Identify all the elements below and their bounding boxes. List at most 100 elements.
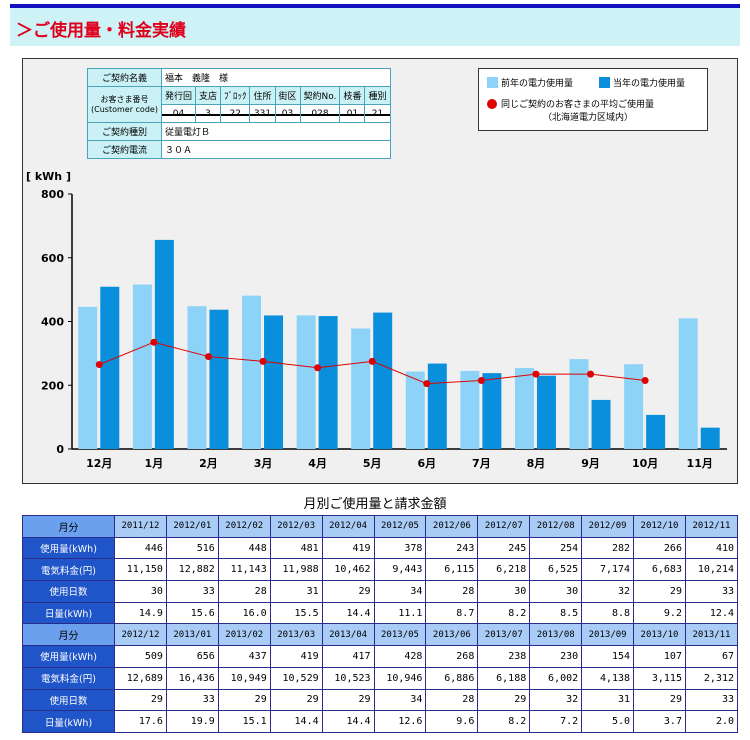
bar-prev-year	[514, 368, 534, 449]
cell-curr-charge: 6,188	[477, 666, 531, 690]
cell-prev-daily: 14.4	[321, 601, 375, 625]
cell-prev-charge: 12,882	[165, 558, 219, 582]
redaction-line	[275, 114, 300, 116]
code-text: 028	[311, 109, 328, 119]
x-tick-label: 8月	[527, 457, 546, 470]
customer-col-0: 発行回	[160, 86, 196, 105]
cell-curr-month: 2013/05	[373, 623, 427, 647]
cell-prev-daily: 14.9	[114, 601, 167, 625]
customer-code-4: 03	[274, 104, 301, 123]
cell-prev-charge: 7,174	[581, 558, 635, 582]
cell-curr-days: 33	[165, 688, 219, 712]
average-usage-point	[532, 370, 540, 378]
cell-prev-month: 2012/06	[425, 515, 479, 538]
redaction-line	[365, 114, 390, 116]
cell-prev-usage: 254	[529, 536, 583, 560]
cell-prev-usage: 448	[217, 536, 271, 560]
cell-prev-daily: 8.8	[581, 601, 635, 625]
bar-prev-year	[405, 371, 425, 449]
cell-prev-month: 2012/09	[581, 515, 635, 538]
legend-curr-label: 当年の電力使用量	[613, 79, 686, 89]
legend-curr-swatch	[599, 77, 610, 88]
row-header-days: 使用日数	[22, 688, 115, 712]
legend-prev: 前年の電力使用量	[487, 76, 573, 89]
cell-prev-charge: 6,525	[529, 558, 583, 582]
row-header-daily: 日量(kWh)	[22, 601, 115, 625]
page-header: ＞ご使用量・料金実績	[10, 4, 740, 46]
cell-prev-days: 32	[581, 580, 635, 603]
cell-prev-daily: 8.7	[425, 601, 479, 625]
average-usage-point	[259, 357, 267, 365]
bar-prev-year	[187, 306, 207, 449]
contract-type-row: ご契約種別 従量電灯Ｂ	[87, 122, 391, 141]
cell-prev-charge: 6,683	[633, 558, 686, 582]
table-row-prev-daily: 日量(kWh) 14.9 15.6 16.0 15.5 14.4 11.1 8.7 8.2 8.5…	[22, 601, 739, 625]
code-text: 3	[205, 109, 211, 119]
customer-col-7: 種別	[364, 86, 391, 105]
average-usage-point	[204, 353, 212, 361]
bar-this-year	[100, 286, 120, 449]
table-row-prev-days: 使用日数 30 33 28 31 29 34 28 30 30 32 29 33	[22, 580, 739, 603]
cell-prev-month: 2012/07	[477, 515, 531, 538]
row-header-usage: 使用量(kWh)	[22, 645, 115, 668]
cell-curr-month: 2013/11	[684, 623, 739, 647]
cell-curr-month: 2013/03	[269, 623, 323, 647]
bar-prev-year	[569, 359, 589, 449]
cell-curr-usage: 67	[684, 645, 739, 668]
cell-curr-usage: 154	[581, 645, 635, 668]
cell-prev-days: 30	[477, 580, 531, 603]
y-tick-label: 600	[41, 252, 64, 265]
cell-prev-usage: 419	[321, 536, 375, 560]
cell-prev-usage: 410	[684, 536, 739, 560]
row-header-month: 月分	[22, 515, 115, 538]
cell-curr-daily: 14.4	[321, 710, 375, 733]
cell-curr-daily: 12.6	[373, 710, 427, 733]
bar-this-year	[646, 414, 666, 449]
bar-prev-year	[78, 306, 98, 449]
cell-curr-usage: 509	[114, 645, 167, 668]
cell-prev-month: 2012/10	[633, 515, 686, 538]
customer-header-row: お客さま番号 (Customer code) 発行回 支店 ﾌﾞﾛｯｸ 住所 街…	[87, 86, 391, 123]
cell-curr-usage: 238	[477, 645, 531, 668]
cell-curr-days: 32	[529, 688, 583, 712]
cell-prev-month: 2012/03	[269, 515, 323, 538]
legend-avg: 同じご契約のお客さまの平均ご使用量	[487, 97, 654, 110]
cell-curr-days: 29	[217, 688, 271, 712]
cell-curr-daily: 2.0	[684, 710, 739, 733]
monthly-usage-table: 月分 2011/12 2012/01 2012/02 2012/03 2012/04 201…	[22, 515, 739, 733]
x-tick-label: 12月	[86, 457, 112, 470]
chart-legend: 前年の電力使用量 当年の電力使用量 同じご契約のお客さまの平均ご使用量 （北海道…	[478, 68, 708, 131]
row-header-charge: 電気料金(円)	[22, 666, 115, 690]
cell-prev-month: 2012/05	[373, 515, 427, 538]
cell-prev-charge: 11,988	[269, 558, 323, 582]
bar-prev-year	[351, 328, 371, 449]
customer-code-7: 21	[364, 104, 391, 123]
legend-prev-label: 前年の電力使用量	[501, 79, 574, 89]
cell-curr-daily: 8.2	[477, 710, 531, 733]
cell-curr-days: 31	[581, 688, 635, 712]
cell-prev-charge: 11,143	[217, 558, 271, 582]
cell-prev-daily: 12.4	[684, 601, 739, 625]
cell-curr-usage: 428	[373, 645, 427, 668]
bar-this-year	[264, 315, 284, 449]
bar-prev-year	[132, 284, 152, 449]
cell-curr-usage: 107	[633, 645, 686, 668]
cell-curr-month: 2013/07	[477, 623, 531, 647]
cell-prev-month: 2011/12	[114, 515, 167, 538]
cell-curr-charge: 4,138	[581, 666, 635, 690]
cell-curr-charge: 6,886	[425, 666, 479, 690]
cell-curr-month: 2013/08	[529, 623, 583, 647]
cell-curr-month: 2013/06	[425, 623, 479, 647]
bar-this-year	[591, 399, 611, 449]
cell-prev-charge: 10,214	[684, 558, 739, 582]
redaction-line	[250, 114, 275, 116]
average-usage-point	[587, 370, 595, 378]
code-text: 01	[347, 109, 358, 119]
contract-current-row: ご契約電流 ３０Ａ	[87, 140, 391, 159]
legend-prev-swatch	[487, 77, 498, 88]
cell-prev-usage: 516	[165, 536, 219, 560]
cell-curr-days: 29	[114, 688, 167, 712]
cell-curr-days: 29	[269, 688, 323, 712]
redaction-line	[340, 114, 365, 116]
y-axis-label: [ kWh ]	[26, 170, 71, 183]
